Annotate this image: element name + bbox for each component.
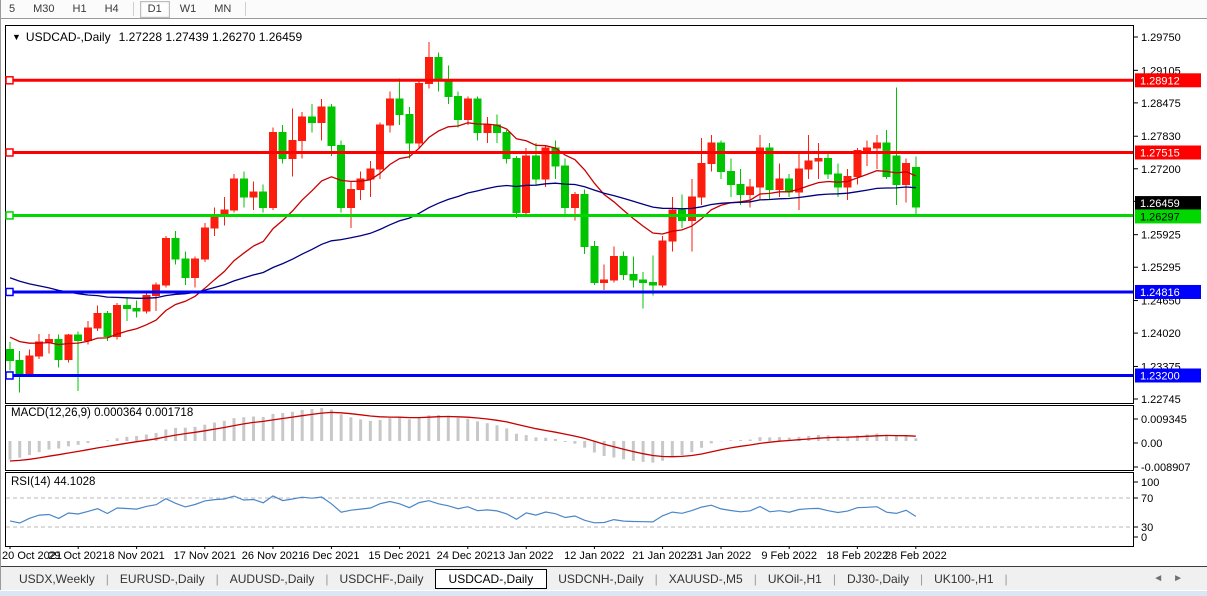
svg-text:100: 100	[1141, 477, 1159, 489]
timeframe-button-h1[interactable]: H1	[72, 2, 87, 15]
svg-text:1.28475: 1.28475	[1141, 98, 1181, 110]
symbol-dropdown-icon[interactable]: ▼	[12, 32, 21, 42]
timeframe-button-mn[interactable]: MN	[214, 2, 232, 15]
timeframe-toolbar: 5 M30 H1 H4 D1 W1 MN	[0, 0, 1207, 19]
svg-text:17 Nov 2021: 17 Nov 2021	[174, 550, 236, 562]
svg-text:0: 0	[1141, 532, 1147, 544]
tab-xauusd-m5[interactable]: XAUUSD-,M5	[668, 572, 743, 586]
axis-line-labels: 1.28912 1.27515 1.24816 1.23200 1.264591.262…	[1135, 73, 1201, 383]
svg-text:1.23200: 1.23200	[1140, 370, 1180, 382]
svg-text:18 Feb 2022: 18 Feb 2022	[826, 550, 888, 562]
tab-audusd-daily[interactable]: AUDUSD-,Daily	[229, 572, 315, 586]
svg-text:1.24020: 1.24020	[1141, 328, 1181, 340]
svg-text:0.009345: 0.009345	[1141, 414, 1187, 426]
toolbar-separator	[132, 2, 134, 16]
svg-text:12 Jan 2022: 12 Jan 2022	[564, 550, 625, 562]
svg-text:1.25295: 1.25295	[1141, 262, 1181, 274]
rsi-line	[9, 495, 917, 524]
timeframe-button-d1[interactable]: D1	[139, 0, 170, 18]
svg-text:31 Jan 2022: 31 Jan 2022	[691, 550, 752, 562]
tab-ukoil-h1[interactable]: UKOil-,H1	[767, 572, 822, 586]
svg-text:8 Nov 2021: 8 Nov 2021	[108, 550, 164, 562]
rsi-axis: 100 70 300	[1133, 477, 1159, 544]
chart-ohlc-values: 1.27228 1.27439 1.26270 1.26459	[118, 30, 303, 44]
svg-text:1.26459: 1.26459	[1140, 198, 1180, 210]
macd-indicator-label: MACD(12,26,9) 0.000364 0.001718	[11, 407, 194, 419]
status-strip	[0, 590, 1207, 596]
tab-uk100-h1[interactable]: UK100-,H1	[934, 572, 994, 586]
tab-separator: |	[753, 571, 757, 586]
tab-separator: |	[215, 571, 219, 586]
tab-separator: |	[325, 571, 329, 586]
svg-text:24 Dec 2021: 24 Dec 2021	[437, 550, 499, 562]
tab-separator: |	[920, 571, 924, 586]
svg-text:6 Dec 2021: 6 Dec 2021	[303, 550, 359, 562]
svg-text:15 Dec 2021: 15 Dec 2021	[368, 550, 430, 562]
tab-separator: |	[1004, 571, 1008, 586]
timeframe-button-w1[interactable]: W1	[179, 2, 197, 15]
tab-usdx-weekly[interactable]: USDX,Weekly	[19, 572, 95, 586]
hline-handle[interactable]	[5, 76, 14, 85]
svg-text:1.22745: 1.22745	[1141, 394, 1181, 406]
chart-tab-bar: USDX,Weekly | EURUSD-,Daily | AUDUSD-,Daily |…	[0, 566, 1207, 590]
chart-title-row: ▼ USDCAD-,Daily 1.27228 1.27439 1.26270 1.…	[12, 30, 302, 44]
macd-signal-line	[9, 411, 916, 462]
horizontal-lines[interactable]	[5, 76, 1133, 380]
hline-handle[interactable]	[5, 287, 14, 297]
svg-text:28 Feb 2022: 28 Feb 2022	[885, 550, 947, 562]
hline-handle[interactable]	[5, 371, 14, 380]
hline-handle[interactable]	[5, 148, 14, 157]
timeframe-button-h4[interactable]: H4	[104, 2, 119, 15]
tab-dj30-daily[interactable]: DJ30-,Daily	[846, 572, 909, 586]
svg-text:26 Nov 2021: 26 Nov 2021	[242, 550, 304, 562]
svg-text:-0.008907: -0.008907	[1141, 462, 1191, 474]
svg-text:21 Jan 2022: 21 Jan 2022	[632, 550, 693, 562]
svg-text:0.00: 0.00	[1141, 438, 1162, 450]
svg-text:1.26297: 1.26297	[1140, 211, 1180, 223]
svg-text:1.25925: 1.25925	[1141, 230, 1181, 242]
candles-layer[interactable]	[6, 42, 920, 393]
svg-text:1.28912: 1.28912	[1140, 75, 1180, 87]
svg-text:20 Oct 2021: 20 Oct 2021	[2, 550, 62, 562]
tab-scroll-left-icon[interactable]: ◄	[1153, 573, 1174, 584]
rsi-level-lines	[6, 497, 1133, 528]
svg-text:29 Oct 2021: 29 Oct 2021	[48, 550, 108, 562]
svg-text:1.27200: 1.27200	[1141, 164, 1181, 176]
macd-histogram	[8, 408, 918, 463]
ma-fast-line	[9, 122, 917, 346]
ma-slow-line	[9, 182, 916, 299]
svg-text:1.24816: 1.24816	[1140, 287, 1180, 299]
tab-usdcnh-daily[interactable]: USDCNH-,Daily	[558, 572, 644, 586]
tab-eurusd-daily[interactable]: EURUSD-,Daily	[119, 572, 205, 586]
rsi-indicator-label: RSI(14) 44.1028	[11, 476, 96, 488]
tab-usdcad-daily[interactable]: USDCAD-,Daily	[434, 569, 548, 589]
svg-text:1.27830: 1.27830	[1141, 131, 1181, 143]
tab-scroll-right-icon[interactable]: ►	[1173, 573, 1193, 584]
chart-symbol-title: USDCAD-,Daily	[25, 30, 111, 44]
tab-usdchf-daily[interactable]: USDCHF-,Daily	[339, 572, 424, 586]
svg-text:9 Feb 2022: 9 Feb 2022	[761, 550, 817, 562]
tab-scroll-arrows[interactable]: ◄►	[1153, 573, 1193, 584]
svg-text:70: 70	[1141, 493, 1153, 505]
toolbar-separator	[245, 2, 247, 16]
macd-axis: 0.009345 0.00 -0.008907	[1133, 414, 1191, 474]
timeframe-button-5[interactable]: 5	[9, 2, 16, 15]
tab-separator: |	[654, 571, 658, 586]
timeframe-button-m30[interactable]: M30	[33, 2, 55, 15]
hline-handle[interactable]	[5, 211, 14, 220]
tab-separator: |	[105, 571, 109, 586]
svg-text:1.29750: 1.29750	[1141, 32, 1181, 44]
svg-text:30: 30	[1141, 522, 1153, 534]
svg-text:3 Jan 2022: 3 Jan 2022	[499, 550, 553, 562]
tab-separator: |	[832, 571, 836, 586]
svg-text:1.27515: 1.27515	[1140, 147, 1180, 159]
